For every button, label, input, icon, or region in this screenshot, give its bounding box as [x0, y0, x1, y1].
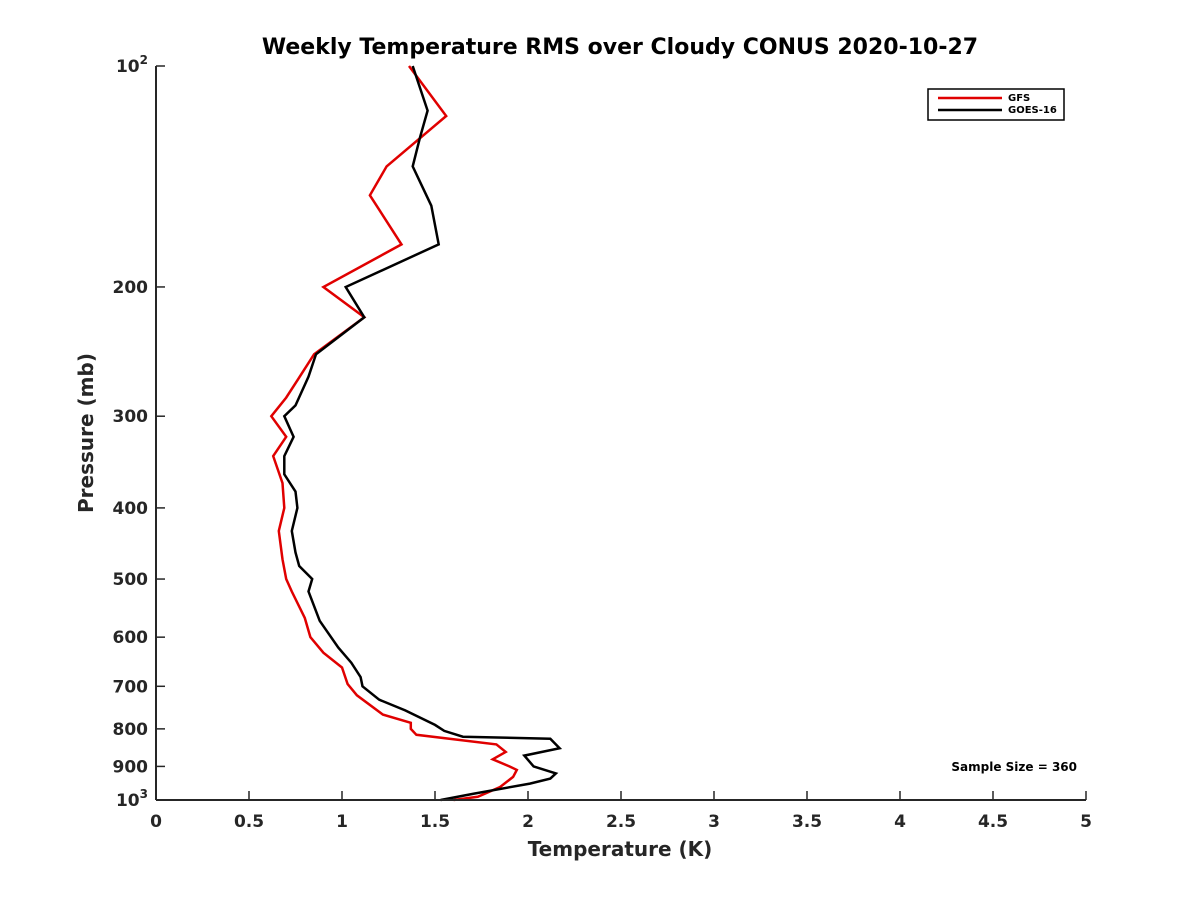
x-ticks: 0 0.5 1 1.5 2 2.5 3 3.5 4 4.5 5: [150, 791, 1092, 832]
x-tick-label: 4: [894, 812, 906, 832]
y-tick-label: 400: [113, 499, 149, 519]
x-tick-label: 4.5: [978, 812, 1008, 832]
x-tick-label: 0: [150, 812, 162, 832]
y-ticks: 102 200 300 400 500 600 700 800 900 103: [113, 53, 165, 811]
y-tick-label: 500: [113, 570, 149, 590]
y-axis-label: Pressure (mb): [74, 353, 98, 513]
chart-title: Weekly Temperature RMS over Cloudy CONUS…: [262, 35, 978, 60]
y-tick-label: 103: [116, 787, 148, 811]
series-layer: [269, 65, 563, 802]
legend-box: [927, 88, 1065, 121]
x-tick-label: 5: [1080, 812, 1092, 832]
series-line-gfs: [269, 65, 519, 802]
x-tick-label: 3.5: [792, 812, 822, 832]
y-tick-label: 600: [113, 628, 149, 648]
y-tick-label: 102: [116, 53, 148, 77]
axes-layer: [155, 66, 1086, 801]
y-tick-label: 700: [113, 677, 149, 697]
x-tick-label: 1.5: [420, 812, 450, 832]
legend-label-goes16: GOES-16: [1008, 105, 1057, 116]
y-tick-label: 800: [113, 720, 149, 740]
y-tick-label: 900: [113, 757, 149, 777]
x-axis-label: Temperature (K): [528, 837, 713, 861]
sample-size-annotation: Sample Size = 360: [951, 760, 1077, 774]
x-tick-label: 3: [708, 812, 720, 832]
series-line-goes16: [282, 65, 563, 802]
legend: GFS GOES-16: [927, 88, 1065, 121]
x-tick-label: 1: [336, 812, 348, 832]
legend-label-gfs: GFS: [1008, 93, 1030, 104]
x-tick-label: 0.5: [234, 812, 264, 832]
y-tick-label: 300: [113, 407, 149, 427]
y-tick-label: 200: [113, 278, 149, 298]
x-tick-label: 2: [522, 812, 534, 832]
x-tick-label: 2.5: [606, 812, 636, 832]
